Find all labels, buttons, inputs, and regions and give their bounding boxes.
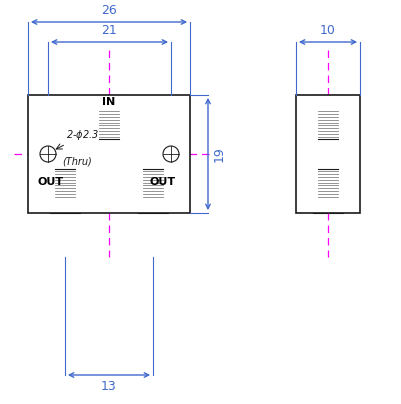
Bar [312, 207, 342, 213]
Text: OUT: OUT [38, 177, 64, 187]
Bar [94, 95, 124, 101]
Bar [143, 169, 162, 199]
Bar [317, 169, 337, 199]
Text: 2-$\phi$2.3: 2-$\phi$2.3 [66, 128, 99, 142]
Circle shape [162, 146, 178, 162]
Bar [28, 95, 190, 213]
Text: 26: 26 [101, 4, 117, 17]
Text: IN: IN [102, 97, 115, 107]
Bar [55, 169, 75, 199]
Bar [52, 199, 78, 207]
Text: 19: 19 [213, 146, 225, 162]
Bar [138, 207, 168, 213]
Text: 13: 13 [101, 380, 117, 393]
Text: OUT: OUT [150, 177, 176, 187]
Bar [317, 109, 337, 139]
Bar [140, 199, 166, 207]
Circle shape [40, 146, 56, 162]
Bar [99, 109, 119, 139]
Bar [96, 101, 122, 109]
Bar [50, 207, 80, 213]
Text: 10: 10 [319, 24, 335, 37]
Bar [312, 95, 342, 101]
Bar [295, 95, 359, 213]
Text: 21: 21 [101, 24, 117, 37]
Text: (Thru): (Thru) [62, 156, 91, 166]
Bar [314, 199, 340, 207]
Bar [314, 101, 340, 109]
